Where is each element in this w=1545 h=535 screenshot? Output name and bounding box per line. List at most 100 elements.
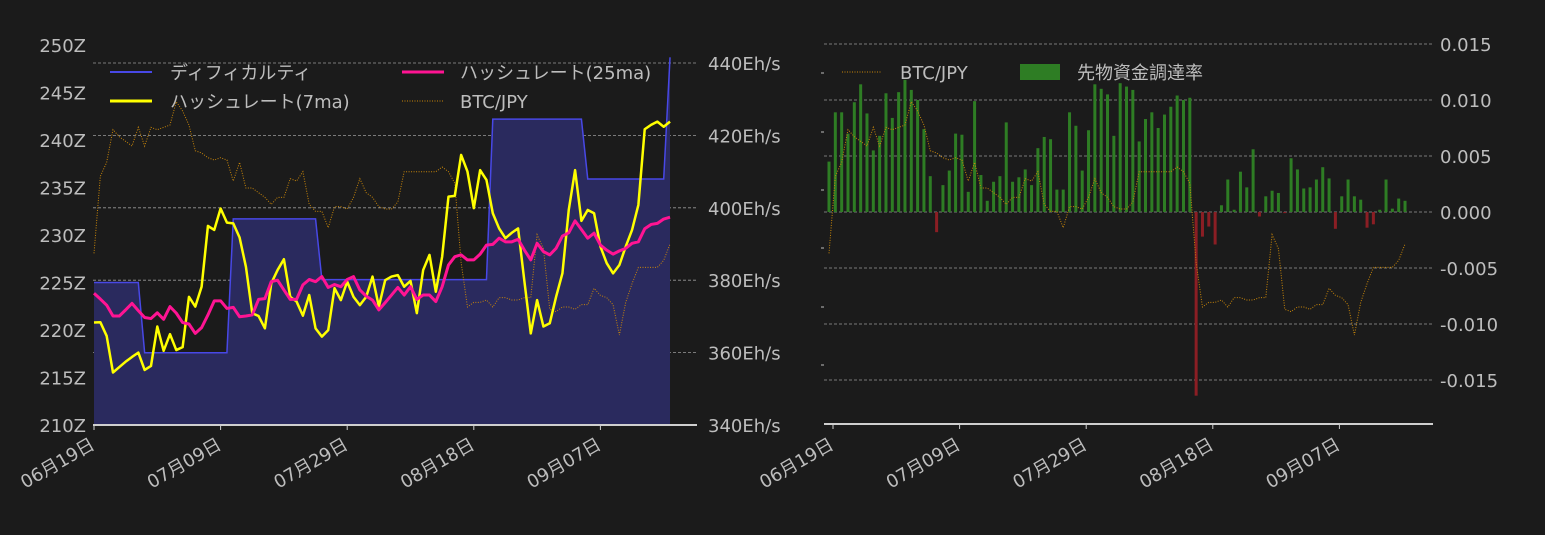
hashrate-difficulty-chart: 340Eh/s 360Eh/s 380Eh/s 400Eh/s 420Eh/s 440Eh… [17,36,780,493]
funding-rate-bar [1055,189,1059,212]
x-tick-label: 09月07日 [1263,434,1344,493]
funding-rate-bar [1378,209,1382,212]
x-tick-label: 07月09日 [883,434,964,493]
y-left-tick-label: 230Z [39,226,86,247]
funding-rate-bar [1099,88,1103,212]
funding-rate-bar [979,175,983,212]
funding-rate-bar [1321,167,1325,212]
funding-rate-bar [947,170,951,212]
funding-rate-bar [1061,189,1065,212]
difficulty-area [94,57,671,425]
y-tick-label: 0.015 [1440,35,1492,56]
funding-rate-bar [960,134,964,212]
y-tick-label: 0.010 [1440,91,1492,112]
funding-rate-chart: 0.015 0.010 0.005 0.000 -0.005 -0.010 -0.015 06… [756,35,1498,493]
funding-rate-bar [1232,209,1236,212]
funding-rate-bar [1327,178,1331,212]
funding-rate-bar [1226,179,1230,212]
funding-rate-bar [1106,94,1110,212]
x-tick-label: 07月09日 [144,434,225,493]
funding-rate-bar [1270,190,1274,212]
funding-rate-bar [1308,187,1312,212]
y-right-tick-label: 420Eh/s [708,126,781,147]
funding-rate-bar [852,102,856,212]
legend-label-btc-jpy: BTC/JPY [460,92,529,113]
funding-rate-bar [973,101,977,212]
funding-rate-bar [1219,205,1223,212]
funding-rate-bar [1150,112,1154,212]
x-tick-label: 08月18日 [397,434,478,493]
y-tick-label: -0.010 [1440,315,1498,336]
funding-rate-bar [1384,179,1388,212]
x-tick-label: 08月18日 [1136,434,1217,493]
funding-rate-bar [1042,136,1046,212]
legend-label-hashrate-25ma: ハッシュレート(25ma) [460,63,651,84]
y-left-tick-label: 210Z [39,416,86,437]
funding-rate-bar [903,79,907,212]
funding-rate-bar [1245,187,1249,212]
funding-rate-bar [1049,139,1053,212]
funding-rate-bar [1030,185,1034,212]
funding-rate-bar [1011,181,1015,212]
funding-rate-bar [846,133,850,212]
left-legend: ディフィカルティ ハッシュレート(25ma) ハッシュレート(7ma) BTC/… [110,63,651,113]
funding-rate-bar [916,100,920,212]
funding-rate-bar [1118,83,1122,212]
funding-rate-bar [1403,200,1407,212]
y-right-tick-label: 380Eh/s [708,271,781,292]
funding-rate-bar [1264,196,1268,212]
y-tick-label: 0.005 [1440,147,1492,168]
funding-rate-bar [1371,212,1375,225]
funding-rate-bar [1314,179,1318,212]
funding-rate-bar [871,150,875,212]
funding-rate-bar [890,117,894,212]
funding-rate-bar [1352,196,1356,212]
x-tick-label: 06月19日 [756,434,837,493]
funding-rate-bar [1162,114,1166,212]
funding-rate-bar [1213,212,1217,245]
funding-rate-bar [1068,112,1072,212]
funding-rate-bar [897,92,901,212]
funding-rate-bar [1080,170,1084,212]
y-right-tick-label: 340Eh/s [708,416,781,437]
funding-rate-bar [1074,125,1078,212]
funding-rate-bar [878,135,882,212]
funding-rate-bar [1093,84,1097,212]
funding-rate-bar [985,200,989,212]
x-tick-label: 07月29日 [270,434,351,493]
funding-rate-bar [1017,177,1021,212]
funding-rate-bar [1390,208,1394,212]
funding-rate-bar [1238,171,1242,212]
hashrate-25ma-line [92,215,671,335]
funding-rate-bar [1188,97,1192,212]
funding-rate-bar [1295,169,1299,212]
y-left-tick-label: 225Z [39,274,86,295]
funding-rate-bar [1156,128,1160,212]
funding-rate-bar [1169,106,1173,212]
funding-rate-bar [966,191,970,212]
difficulty-line [94,57,671,354]
funding-rate-bar [941,185,945,212]
y-left-tick-label: 220Z [39,321,86,342]
y-left-tick-label: 250Z [39,36,86,57]
funding-rate-bar [1036,148,1040,212]
funding-rate-bar [1131,89,1135,212]
funding-rate-bar [1257,212,1261,217]
funding-rate-bar [1251,149,1255,212]
y-left-tick-label: 215Z [39,369,86,390]
legend-swatch-funding-rate [1020,64,1060,80]
funding-rate-bar [909,89,913,212]
funding-rate-bar [1175,95,1179,212]
y-left-tick-label: 240Z [39,131,86,152]
x-tick-label: 06月19日 [17,434,98,493]
funding-rate-bar [1283,212,1287,214]
funding-rate-bar [1340,196,1344,212]
y-right-tick-label: 400Eh/s [708,199,781,220]
funding-rate-bar [1333,212,1337,229]
legend-label-hashrate-7ma: ハッシュレート(7ma) [170,92,350,113]
funding-rate-bar [1004,122,1008,212]
funding-rate-bar [1181,100,1185,212]
right-legend: BTC/JPY 先物資金調達率 [842,63,1203,84]
funding-rate-bar [1112,135,1116,212]
